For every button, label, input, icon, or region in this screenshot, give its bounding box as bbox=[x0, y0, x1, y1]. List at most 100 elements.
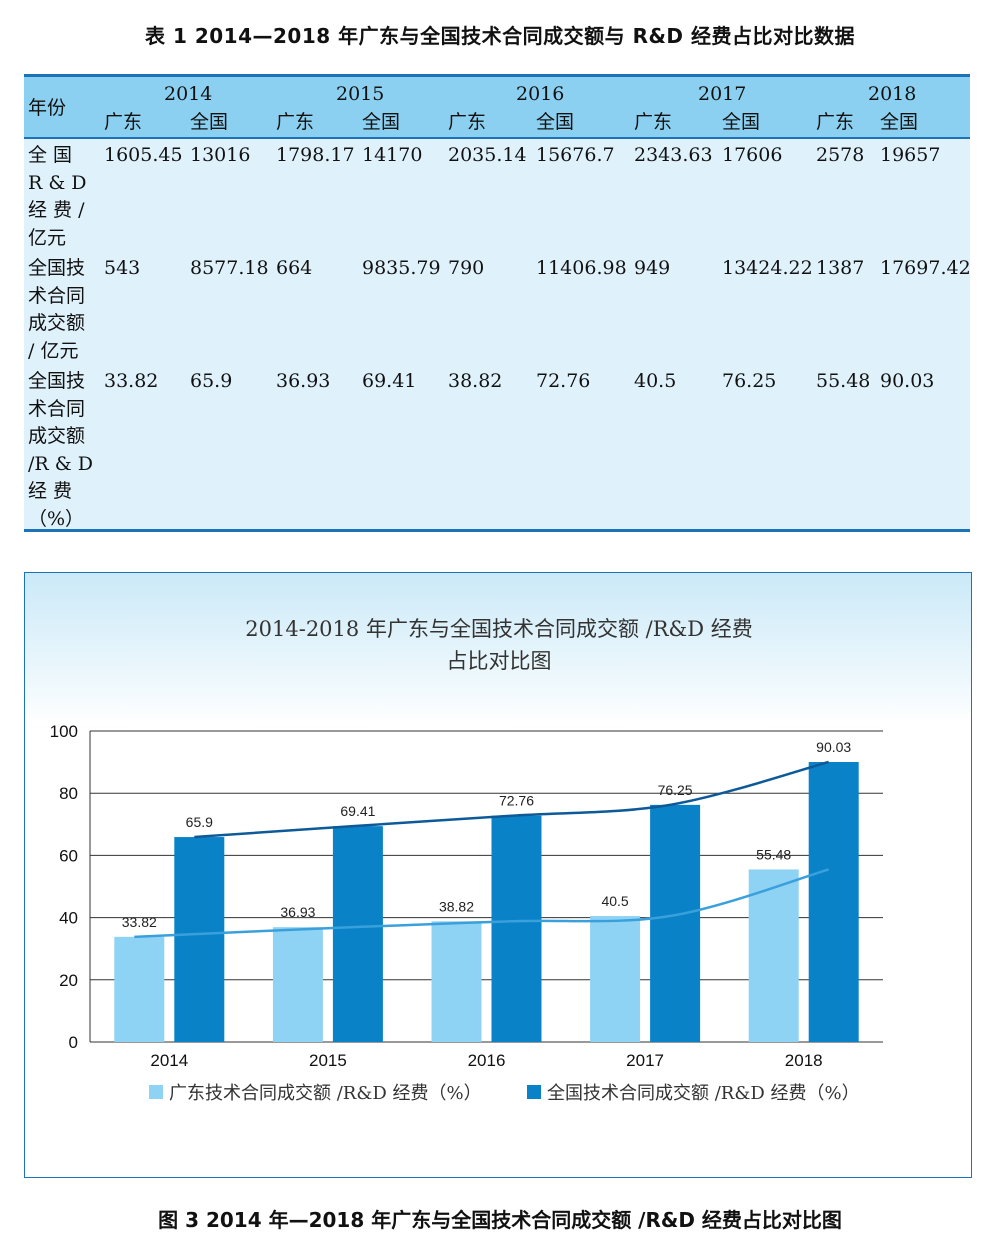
table-cell: 72.76 bbox=[536, 370, 591, 392]
trendline-national bbox=[194, 760, 830, 839]
table-cell: 11406.98 bbox=[536, 257, 627, 279]
trendline-guangdong bbox=[134, 868, 830, 939]
table-cell: 8577.18 bbox=[190, 257, 269, 279]
table-subheader: 全国 bbox=[722, 111, 761, 133]
y-tick-label: 0 bbox=[69, 1033, 78, 1052]
data-label: 33.82 bbox=[122, 914, 157, 930]
table-cell: 55.48 bbox=[816, 370, 871, 392]
table-cell: 65.9 bbox=[190, 370, 233, 392]
table-cell: 9835.79 bbox=[362, 257, 441, 279]
data-label: 90.03 bbox=[816, 739, 851, 755]
figure-caption: 图 3 2014 年—2018 年广东与全国技术合同成交额 /R&D 经费占比对… bbox=[158, 1208, 842, 1232]
table-row-label: 成交额 bbox=[28, 425, 86, 447]
table-cell: 790 bbox=[448, 257, 485, 279]
table-cell: 1387 bbox=[816, 257, 865, 279]
table-year-header: 2018 bbox=[868, 83, 917, 105]
bar-guangdong bbox=[272, 927, 323, 1042]
table-row-label: 经 费 bbox=[28, 480, 73, 502]
table-corner-label: 年份 bbox=[28, 97, 67, 119]
table-row-label: 亿元 bbox=[28, 226, 67, 249]
x-tick-label: 2018 bbox=[785, 1051, 823, 1070]
table-row-label: 术合同 bbox=[28, 397, 86, 420]
table-header bbox=[24, 77, 970, 139]
bar-chart: 0 20 40 60 80 100 33.82 65.9 2014 36.93 69.41 2015 3… bbox=[50, 722, 883, 1104]
table-row-label: /R & D bbox=[28, 452, 93, 475]
table-cell: 38.82 bbox=[448, 370, 503, 392]
y-tick-label: 80 bbox=[59, 784, 78, 803]
table-cell: 1798.17 bbox=[276, 144, 355, 166]
table-year-header: 2014 bbox=[164, 83, 213, 105]
bar-guangdong bbox=[590, 916, 641, 1042]
chart-title-line-1: 2014-2018 年广东与全国技术合同成交额 /R&D 经费 bbox=[245, 617, 753, 641]
table-cell: 1605.45 bbox=[104, 144, 183, 166]
table-row-label: 成交额 bbox=[28, 312, 86, 334]
table-row-label: 全国技 bbox=[28, 370, 86, 392]
table-subheader: 全国 bbox=[880, 111, 919, 133]
x-tick-label: 2014 bbox=[150, 1051, 188, 1070]
table-cell: 69.41 bbox=[362, 370, 417, 392]
table-cell: 14170 bbox=[362, 144, 423, 166]
data-label: 40.5 bbox=[601, 893, 628, 909]
data-label: 76.25 bbox=[658, 782, 693, 798]
table-cell: 2578 bbox=[816, 144, 865, 166]
bar-national bbox=[174, 837, 225, 1042]
table-cell: 33.82 bbox=[104, 370, 159, 392]
table-row-label: 全 国 bbox=[28, 144, 73, 166]
bar-guangdong bbox=[748, 869, 799, 1042]
data-label: 36.93 bbox=[280, 904, 315, 920]
legend-label-guangdong: 广东技术合同成交额 /R&D 经费（%） bbox=[169, 1083, 482, 1104]
table-subheader: 全国 bbox=[190, 111, 229, 133]
table-row-label: 术合同 bbox=[28, 284, 86, 307]
table-subheader: 全国 bbox=[536, 111, 575, 133]
data-label: 69.41 bbox=[340, 803, 375, 819]
table-cell: 17606 bbox=[722, 144, 783, 166]
y-tick-label: 20 bbox=[59, 971, 78, 990]
data-label: 72.76 bbox=[499, 793, 534, 809]
table-year-header: 2015 bbox=[336, 83, 385, 105]
table-subheader: 广东 bbox=[276, 111, 315, 133]
data-label: 55.48 bbox=[756, 846, 791, 862]
bar-guangdong bbox=[114, 936, 165, 1042]
table-cell: 543 bbox=[104, 257, 141, 279]
x-tick-label: 2017 bbox=[626, 1051, 664, 1070]
table-cell: 40.5 bbox=[634, 370, 677, 392]
table-cell: 76.25 bbox=[722, 370, 777, 392]
y-tick-label: 60 bbox=[59, 846, 78, 865]
data-table: 年份 2014 2015 2016 2017 2018 广东 全国 广东 全国 广东 全国 广东 全国 广东… bbox=[24, 74, 971, 532]
bar-national bbox=[332, 826, 383, 1042]
x-tick-label: 2016 bbox=[468, 1051, 506, 1070]
table-subheader: 广东 bbox=[104, 111, 143, 133]
y-tick-label: 100 bbox=[50, 722, 78, 741]
table-row-label: / 亿元 bbox=[28, 339, 79, 362]
table-cell: 90.03 bbox=[880, 370, 935, 392]
table-cell: 2035.14 bbox=[448, 144, 527, 166]
table-cell: 664 bbox=[276, 257, 313, 279]
table-row-label: 经 费 / bbox=[28, 199, 85, 221]
legend-label-national: 全国技术合同成交额 /R&D 经费（%） bbox=[547, 1083, 860, 1104]
table-cell: 2343.63 bbox=[634, 144, 713, 166]
table-cell: 949 bbox=[634, 257, 671, 279]
chart-panel: 2014-2018 年广东与全国技术合同成交额 /R&D 经费 占比对比图 0 2… bbox=[24, 572, 972, 1178]
table-subheader: 广东 bbox=[634, 111, 673, 133]
table-cell: 13424.22 bbox=[722, 257, 813, 279]
table-cell: 17697.42 bbox=[880, 257, 971, 279]
table-subheader: 广东 bbox=[448, 111, 487, 133]
table-row-label: R & D bbox=[28, 171, 87, 194]
table-row-label: （%） bbox=[28, 507, 85, 530]
table-year-header: 2016 bbox=[516, 83, 565, 105]
y-tick-label: 40 bbox=[59, 909, 78, 928]
bar-guangdong bbox=[431, 921, 482, 1042]
table-cell: 36.93 bbox=[276, 370, 331, 392]
table-subheader: 全国 bbox=[362, 111, 401, 133]
data-label: 65.9 bbox=[186, 814, 213, 830]
table-cell: 19657 bbox=[880, 144, 941, 166]
table-caption: 表 1 2014—2018 年广东与全国技术合同成交额与 R&D 经费占比对比数… bbox=[144, 24, 855, 48]
bar-national bbox=[808, 762, 859, 1042]
legend-swatch-guangdong bbox=[149, 1085, 163, 1099]
bar-national bbox=[491, 815, 542, 1042]
table-year-header: 2017 bbox=[698, 83, 747, 105]
table-cell: 13016 bbox=[190, 144, 251, 166]
data-label: 38.82 bbox=[439, 898, 474, 914]
table-cell: 15676.7 bbox=[536, 144, 615, 166]
table-subheader: 广东 bbox=[816, 111, 855, 133]
